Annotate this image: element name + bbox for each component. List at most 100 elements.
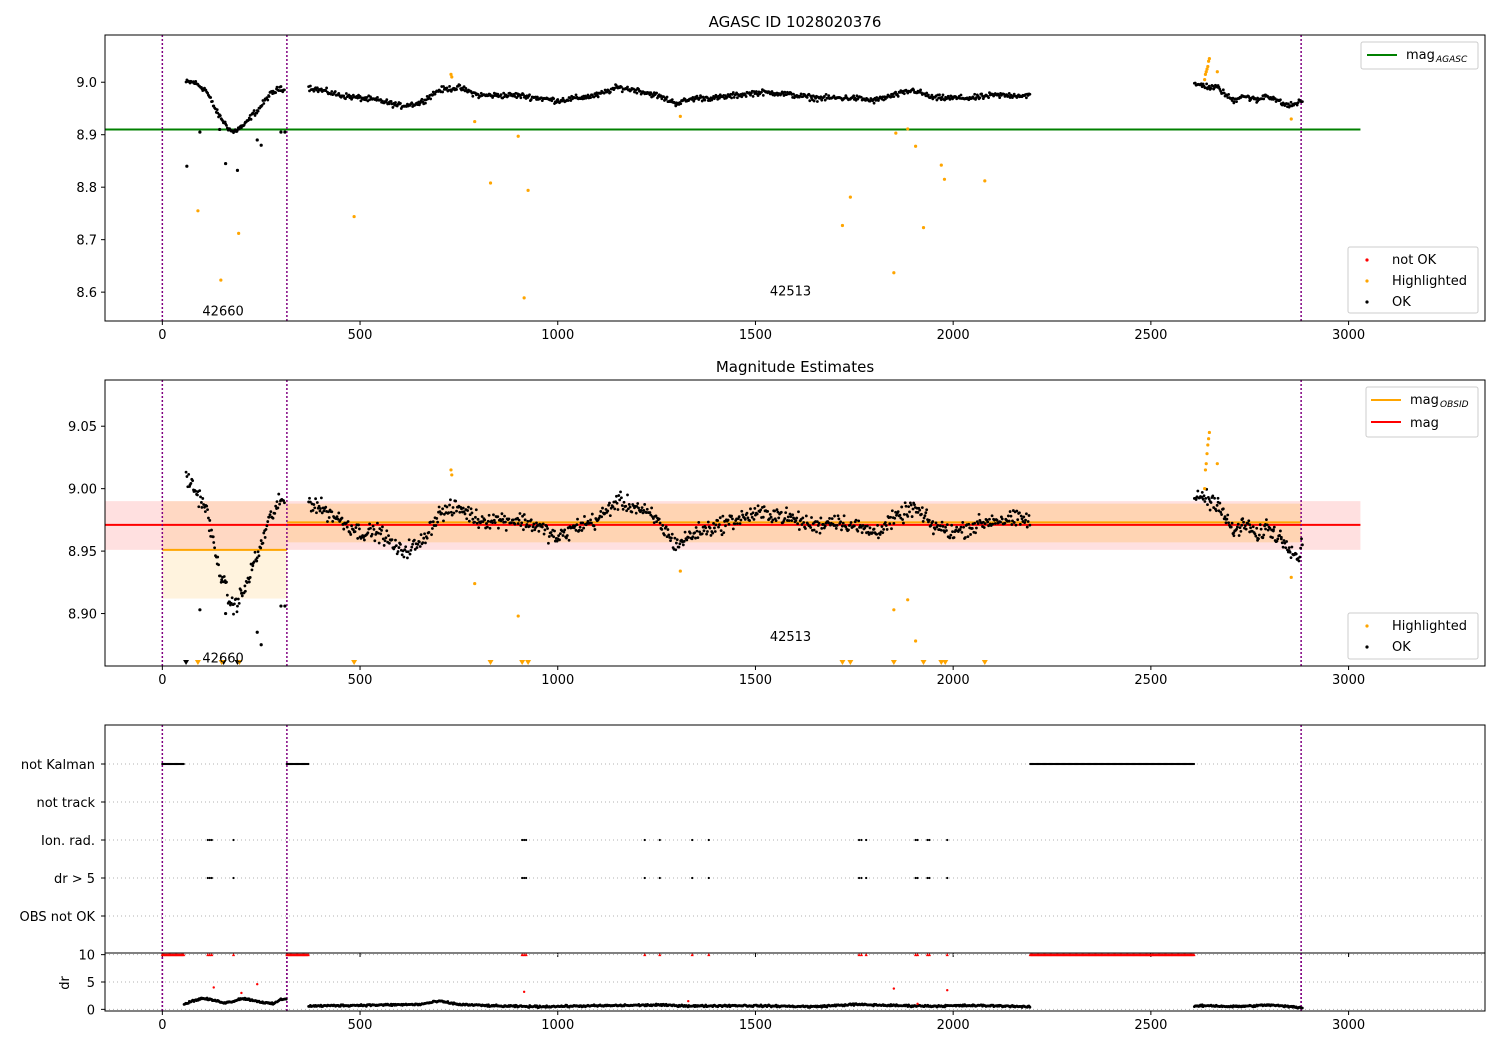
ok-data-point [319,496,323,500]
ok-data-point [615,501,619,505]
ok-data-point [583,515,586,518]
ok-data-point [1022,515,1026,519]
ok-data-point [589,518,592,522]
not-ok-data-point [892,987,896,990]
ok-data-point [797,528,801,531]
ok-data-point [820,98,824,102]
ok-data-point [519,524,523,528]
ok-data-point [337,91,341,95]
ok-data-point [852,94,856,98]
ok-data-point [369,526,372,530]
ok-data-point [735,91,738,95]
ok-data-point [418,545,422,548]
ok-data-point [488,526,492,530]
ok-data-point [1206,503,1209,507]
ok-data-point [969,533,972,536]
ok-data-point [613,86,617,90]
ok-data-point [399,101,402,105]
ok-data-point [727,522,731,526]
ok-data-point [1009,514,1013,518]
ok-data-point [922,516,926,520]
ok-data-point [691,95,695,99]
ok-data-point [283,501,286,505]
ok-data-point [807,92,811,96]
ok-data-point [409,548,413,552]
ok-data-point [362,538,366,542]
ok-data-point [257,554,261,558]
ok-data-point [500,512,504,516]
ok-data-point [387,102,391,106]
ok-data-point [330,90,334,93]
ok-data-point [445,86,449,90]
capped-marker [231,953,236,957]
ok-data-point [520,521,524,525]
ok-data-point [910,515,914,518]
ok-data-point [1226,513,1230,517]
ok-data-point [259,539,263,542]
ok-data-point [842,514,846,518]
ok-data-point [697,521,701,524]
ok-data-point [224,611,228,616]
highlighted-data-point [892,271,896,275]
ok-data-point [431,520,435,524]
highlighted-data-point [449,468,453,472]
plot-frame [104,34,1486,322]
ok-data-point [652,521,656,525]
ok-data-point [1016,518,1020,522]
ok-data-point [654,514,658,518]
ok-data-point [823,98,827,102]
ok-data-point [318,509,322,513]
ok-data-point [475,521,479,525]
not-ok-data-point [522,990,526,994]
ok-data-point [266,520,270,523]
below-range-marker [519,660,526,665]
ok-data-point [209,96,213,99]
ok-data-point [324,505,328,509]
ok-data-point [601,506,604,510]
flag-marker [865,876,868,880]
below-range-marker [487,660,494,665]
y-tick-label: 8.7 [76,234,97,249]
ok-data-point [381,525,384,529]
ok-data-point [249,562,253,566]
ok-data-point [423,532,426,536]
ok-data-point [279,130,283,134]
ok-data-point [249,117,253,121]
ok-data-point [950,523,954,527]
ok-data-point [345,525,349,529]
ok-data-point [320,511,324,515]
ok-data-point [541,522,545,526]
ok-data-point [731,517,734,521]
ok-data-point [1220,513,1223,516]
ok-data-point [736,96,739,100]
flag-marker [525,838,528,842]
ok-data-point [769,515,773,519]
ok-data-point [261,541,265,545]
ok-data-point [939,528,943,532]
ok-data-point [892,522,896,525]
legend-label: mag [1410,393,1439,408]
ok-data-point [967,522,971,526]
ok-data-point [1024,512,1028,516]
ok-data-point [694,526,698,529]
capped-marker [690,953,694,957]
ok-data-point [1272,528,1275,532]
ok-data-point [1235,525,1239,529]
ok-data-point [1257,533,1261,537]
ok-data-point [666,528,670,531]
ok-data-point [312,89,316,93]
ok-data-point [966,535,970,539]
ok-data-point [276,506,280,510]
ok-data-point [1243,524,1247,528]
ok-data-point [740,509,744,513]
ok-data-point [532,522,536,526]
ok-data-point [1019,514,1023,518]
ok-data-point [366,531,370,535]
ok-data-point [218,127,222,132]
ok-data-point [1271,536,1274,539]
ok-data-point [576,517,579,521]
ok-data-point [597,516,601,520]
highlighted-data-point [678,569,682,573]
ok-data-point [1201,497,1205,501]
ok-data-point [907,505,911,508]
